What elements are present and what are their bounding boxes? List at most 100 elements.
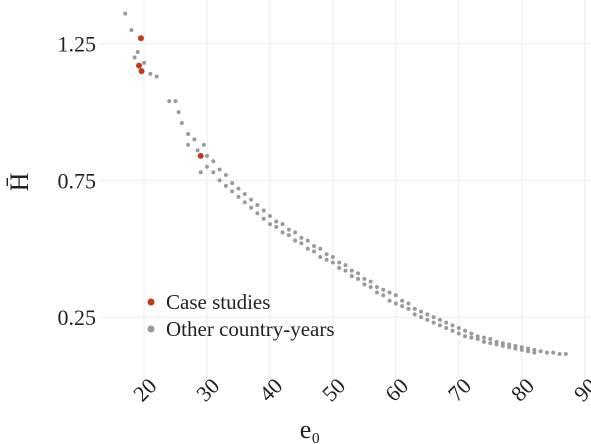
point (337, 260, 342, 265)
point (400, 304, 405, 309)
point (437, 323, 442, 328)
point (494, 339, 499, 344)
point (337, 265, 342, 270)
point (330, 254, 335, 259)
point (132, 55, 137, 60)
point (305, 246, 310, 251)
point (419, 309, 424, 314)
point (488, 341, 493, 346)
point (412, 306, 417, 311)
point (475, 336, 480, 341)
point (393, 301, 398, 306)
point (261, 216, 266, 221)
point (450, 323, 455, 328)
point (142, 60, 147, 65)
point (129, 28, 134, 33)
point (123, 11, 128, 16)
point (456, 331, 461, 336)
point (135, 49, 140, 54)
point (500, 343, 505, 348)
point (362, 276, 367, 281)
point (368, 285, 373, 290)
point (293, 230, 298, 235)
x-tick-label: 30 (191, 373, 224, 406)
point (362, 282, 367, 287)
y-tick-label: 1.25 (58, 32, 97, 57)
point (425, 317, 430, 322)
legend-marker (147, 325, 155, 333)
point (349, 274, 354, 279)
point (444, 326, 449, 331)
point (324, 252, 329, 257)
point (192, 137, 197, 142)
point (242, 192, 247, 197)
point (425, 312, 430, 317)
point (368, 279, 373, 284)
x-tick-label: 70 (443, 373, 476, 406)
y-tick-label: 0.75 (58, 168, 97, 193)
point (500, 341, 505, 346)
point (349, 268, 354, 273)
point (312, 249, 317, 254)
point (267, 222, 272, 227)
point (154, 74, 159, 79)
point (236, 186, 241, 191)
point (223, 183, 228, 188)
point (236, 194, 241, 199)
point (469, 335, 474, 340)
point (387, 298, 392, 303)
legend-marker (147, 298, 155, 306)
point (519, 345, 524, 350)
point (526, 349, 531, 354)
point (456, 326, 461, 331)
x-tick-label: 80 (506, 373, 539, 406)
point (211, 170, 216, 175)
point (494, 342, 499, 347)
point (412, 312, 417, 317)
point (343, 263, 348, 268)
x-tick-label: 60 (380, 373, 413, 406)
point (274, 219, 279, 224)
point (406, 301, 411, 306)
point (374, 285, 379, 290)
point (444, 320, 449, 325)
point (280, 222, 285, 227)
y-tick-label: 0.25 (58, 305, 97, 330)
point (488, 336, 493, 341)
x-tick-label: 40 (254, 373, 287, 406)
point (261, 208, 266, 213)
point (406, 306, 411, 311)
point (387, 290, 392, 295)
point (312, 244, 317, 249)
point (551, 350, 556, 355)
point (274, 224, 279, 229)
x-tick-label: 20 (128, 373, 161, 406)
point (381, 287, 386, 292)
case-point (138, 68, 145, 75)
point (544, 350, 549, 355)
point (179, 121, 184, 126)
point (255, 203, 260, 208)
point (148, 71, 153, 76)
point (419, 315, 424, 320)
point (249, 197, 254, 202)
point (532, 347, 537, 352)
case-point (137, 35, 144, 42)
legend-label: Case studies (166, 290, 270, 314)
y-axis-label: H̄ (5, 172, 34, 191)
point (211, 159, 216, 164)
point (507, 342, 512, 347)
point (318, 246, 323, 251)
point (513, 346, 518, 351)
point (186, 142, 191, 147)
point (186, 131, 191, 136)
point (437, 317, 442, 322)
point (356, 276, 361, 281)
point (201, 142, 206, 147)
point (223, 172, 228, 177)
point (267, 213, 272, 218)
point (356, 271, 361, 276)
point (481, 339, 486, 344)
point (563, 352, 568, 357)
point (507, 345, 512, 350)
